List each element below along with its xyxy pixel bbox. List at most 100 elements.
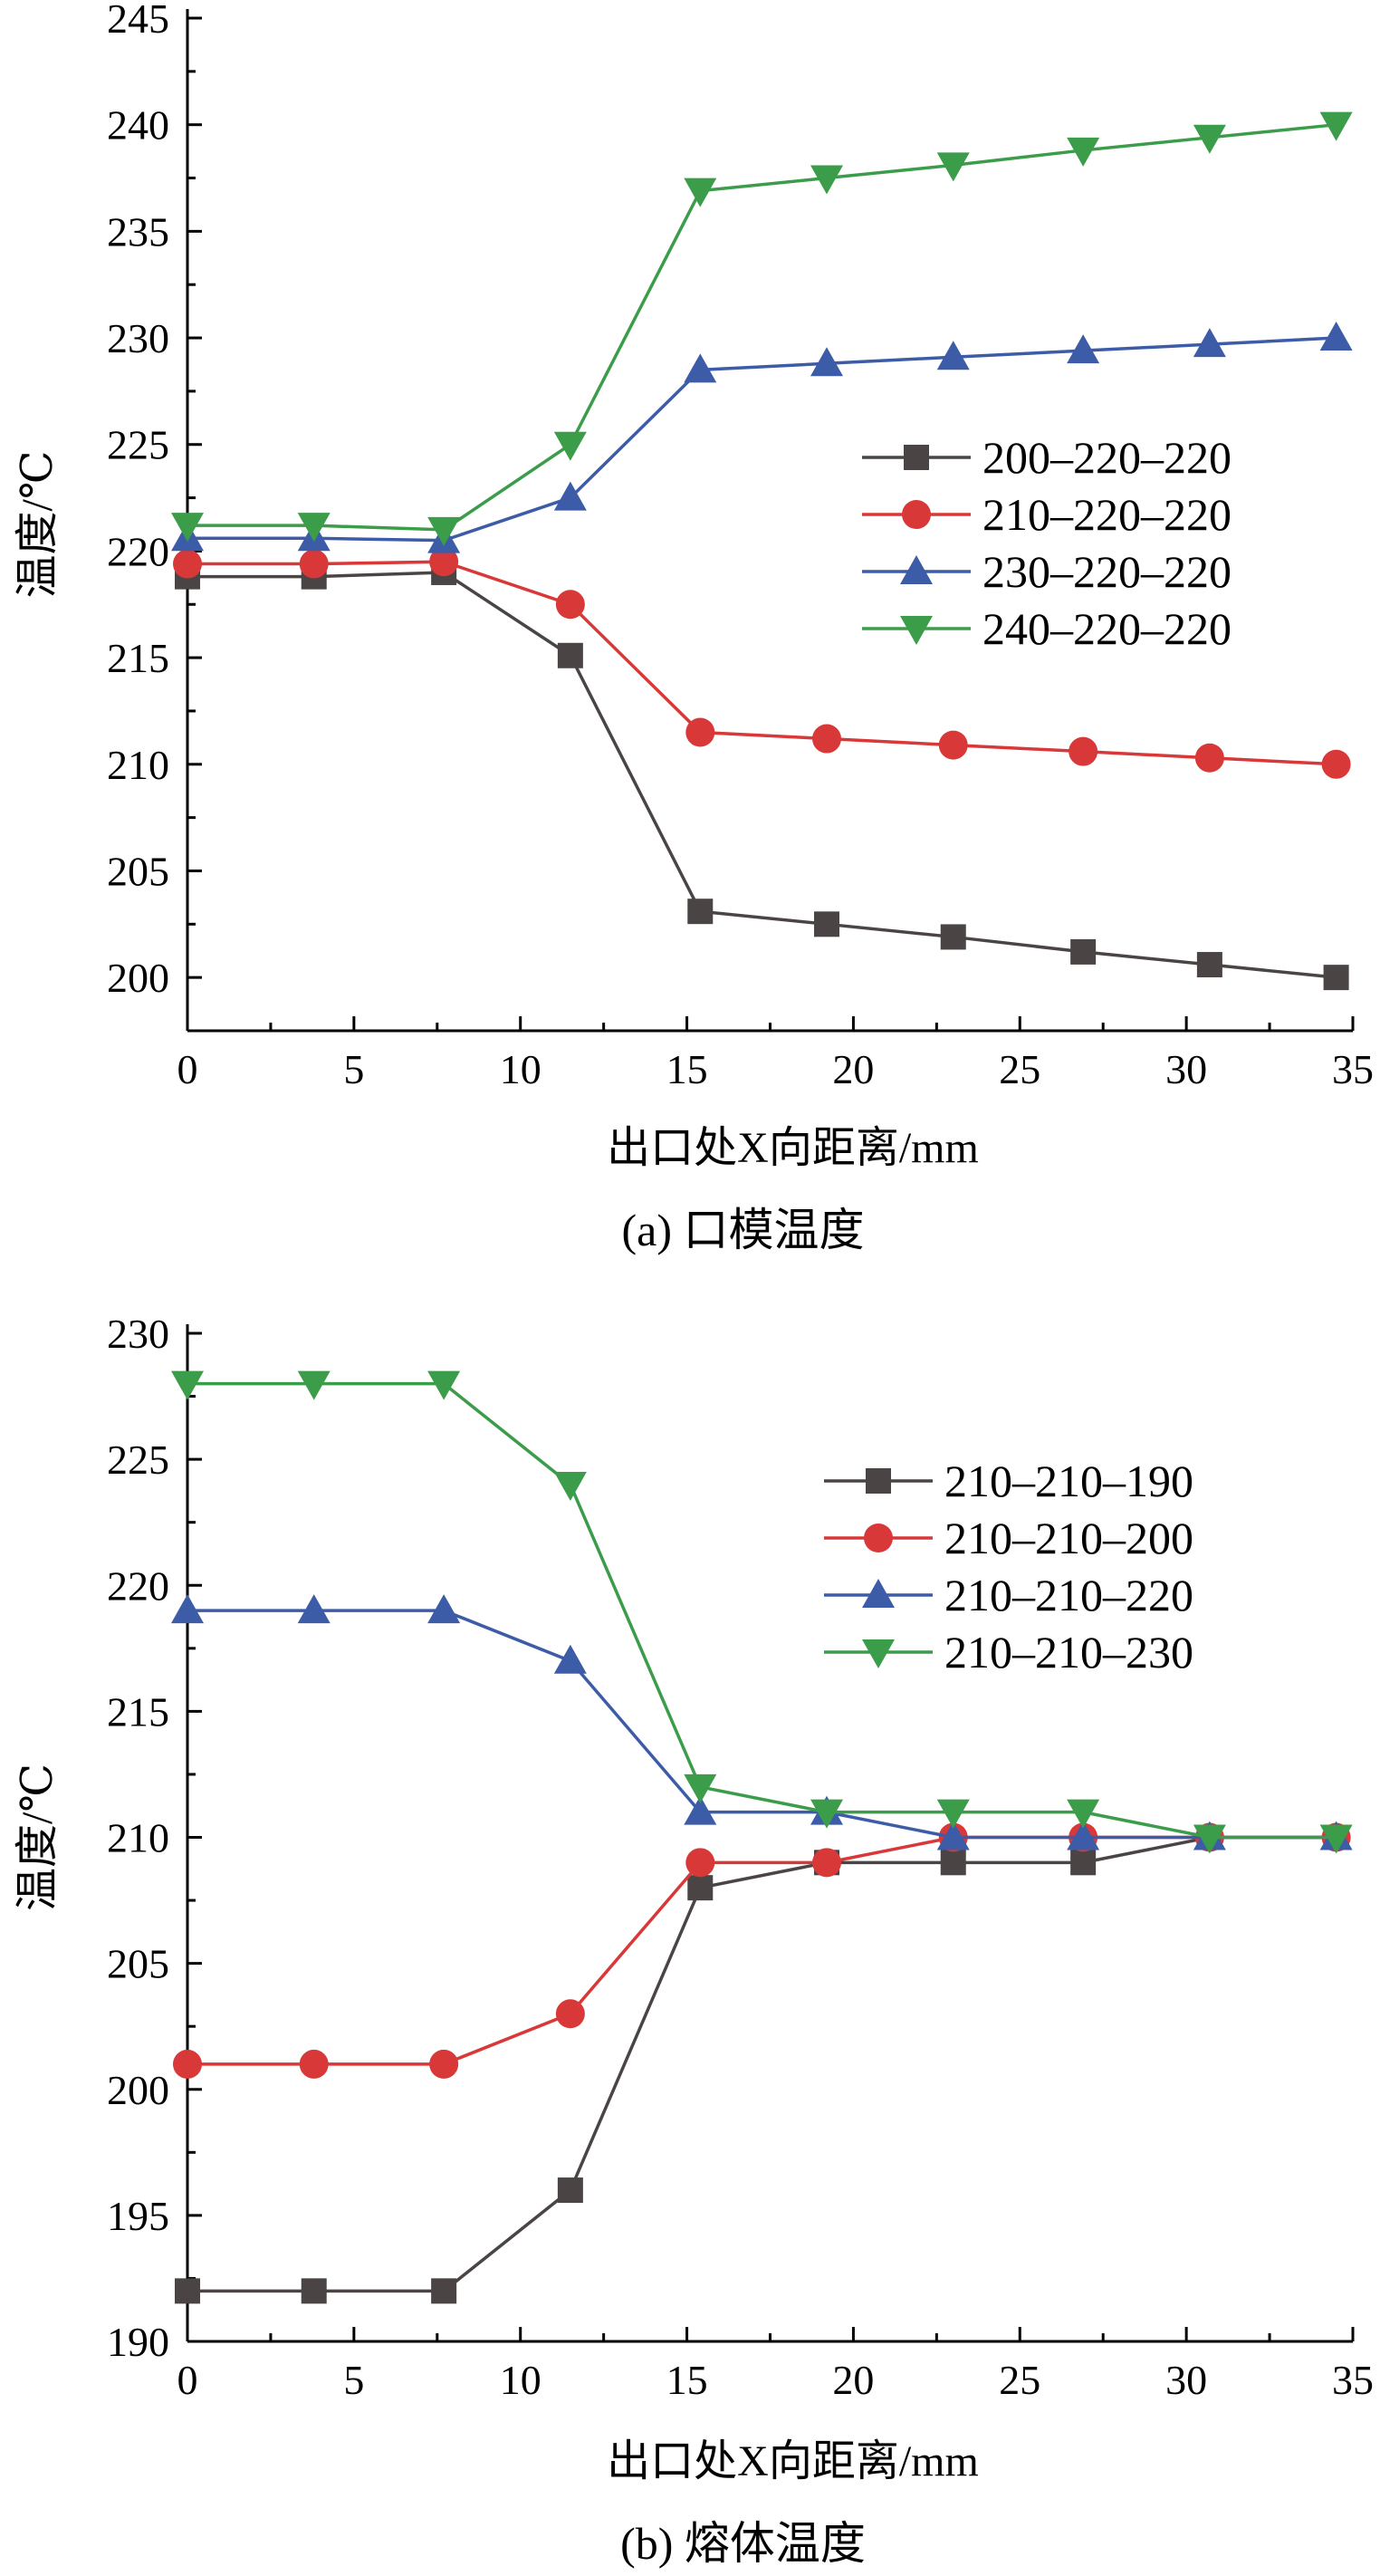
data-point — [557, 2177, 583, 2204]
legend-marker — [862, 1579, 895, 1608]
chart-caption: (b) 熔体温度 — [620, 2518, 866, 2569]
data-point — [171, 1594, 204, 1624]
data-point — [940, 1850, 966, 1876]
series-line — [187, 1835, 1337, 2293]
legend-label: 210–210–230 — [944, 1627, 1193, 1677]
y-tick-label: 230 — [107, 315, 169, 361]
x-tick-label: 30 — [1165, 2357, 1207, 2403]
data-point — [1319, 322, 1353, 351]
data-point — [553, 1471, 587, 1501]
data-point — [940, 924, 966, 950]
legend-label: 200–220–220 — [982, 432, 1231, 483]
data-point — [173, 549, 202, 579]
y-tick-label: 210 — [107, 1815, 169, 1861]
x-tick-label: 10 — [500, 1046, 541, 1092]
data-point — [171, 1370, 204, 1400]
x-axis-title: 出口处X向距离/mm — [607, 2437, 979, 2485]
y-axis-title: 温度/℃ — [14, 1764, 62, 1911]
data-point — [553, 431, 587, 461]
data-point — [814, 911, 840, 937]
legend: 200–220–220 210–220–220 230–220–220 240–220… — [862, 432, 1231, 654]
x-tick-label: 5 — [343, 1046, 364, 1092]
data-point — [685, 1848, 715, 1878]
series-2 — [173, 1822, 1351, 2079]
series-line — [187, 1835, 1337, 2066]
chart-caption: (a) 口模温度 — [622, 1205, 865, 1255]
x-tick-label: 20 — [832, 2357, 874, 2403]
y-axis-title: 温度/℃ — [14, 450, 62, 598]
legend-marker — [900, 616, 933, 645]
data-point — [175, 2278, 200, 2304]
legend-label: 210–210–220 — [944, 1570, 1193, 1620]
y-tick-label: 210 — [107, 742, 169, 788]
data-point — [810, 165, 844, 195]
data-point — [1070, 1850, 1097, 1876]
y-tick-label: 205 — [107, 848, 169, 894]
data-point — [936, 152, 970, 182]
y-tick-label: 225 — [107, 422, 169, 468]
data-point — [687, 1875, 714, 1901]
data-point — [297, 513, 331, 543]
y-tick-label: 195 — [107, 2193, 169, 2239]
data-point — [427, 1594, 461, 1624]
x-tick-label: 30 — [1165, 1046, 1207, 1092]
x-tick-label: 15 — [666, 2357, 708, 2403]
data-point — [1067, 1821, 1100, 1850]
data-point — [297, 1370, 331, 1400]
data-point — [1319, 1824, 1353, 1854]
data-point — [1321, 749, 1351, 779]
x-tick-label: 15 — [666, 1046, 708, 1092]
data-point — [429, 2049, 459, 2079]
data-point — [936, 1799, 970, 1829]
y-tick-label: 190 — [107, 2319, 169, 2365]
data-point — [173, 2049, 202, 2079]
series-1 — [175, 559, 1349, 991]
data-point — [687, 899, 714, 925]
data-point — [553, 481, 587, 511]
y-tick-label: 230 — [107, 1311, 169, 1357]
series-line — [187, 571, 1337, 979]
legend-label: 210–220–220 — [982, 489, 1231, 540]
data-point — [1193, 1824, 1226, 1854]
series-line — [187, 1381, 1337, 1840]
data-point — [429, 547, 459, 577]
data-point — [427, 1370, 461, 1400]
y-tick-label: 215 — [107, 635, 169, 681]
x-tick-label: 20 — [832, 1046, 874, 1092]
data-point — [297, 1594, 331, 1624]
legend-marker — [900, 555, 933, 584]
legend-marker — [864, 1523, 893, 1552]
legend-marker — [904, 445, 929, 470]
data-point — [685, 717, 715, 747]
y-tick-label: 245 — [107, 0, 169, 42]
data-point — [557, 642, 583, 668]
series-line — [187, 336, 1337, 543]
series-2 — [173, 547, 1351, 779]
x-tick-label: 5 — [343, 2357, 364, 2403]
y-tick-label: 240 — [107, 102, 169, 149]
data-point — [1323, 965, 1349, 991]
legend-marker — [866, 1468, 891, 1494]
legend-marker — [902, 500, 931, 529]
data-point — [427, 516, 461, 546]
legend-marker — [862, 1639, 895, 1668]
y-tick-label: 225 — [107, 1437, 169, 1483]
data-point — [812, 724, 842, 754]
y-tick-label: 215 — [107, 1688, 169, 1735]
data-point — [555, 1999, 585, 2029]
legend-label: 210–210–190 — [944, 1456, 1193, 1506]
data-point — [553, 1644, 587, 1674]
data-point — [810, 347, 844, 377]
data-point — [684, 1795, 717, 1825]
y-tick-label: 200 — [107, 955, 169, 1001]
x-tick-label: 25 — [999, 2357, 1040, 2403]
data-point — [299, 2049, 329, 2079]
data-point — [1070, 938, 1097, 965]
data-point — [431, 2278, 457, 2304]
x-axis-title: 出口处X向距离/mm — [607, 1124, 979, 1172]
legend: 210–210–190 210–210–200 210–210–220 210–210… — [824, 1456, 1193, 1677]
y-tick-label: 235 — [107, 208, 169, 255]
data-point — [936, 341, 970, 370]
series-3 — [171, 322, 1353, 553]
legend-label: 230–220–220 — [982, 546, 1231, 597]
